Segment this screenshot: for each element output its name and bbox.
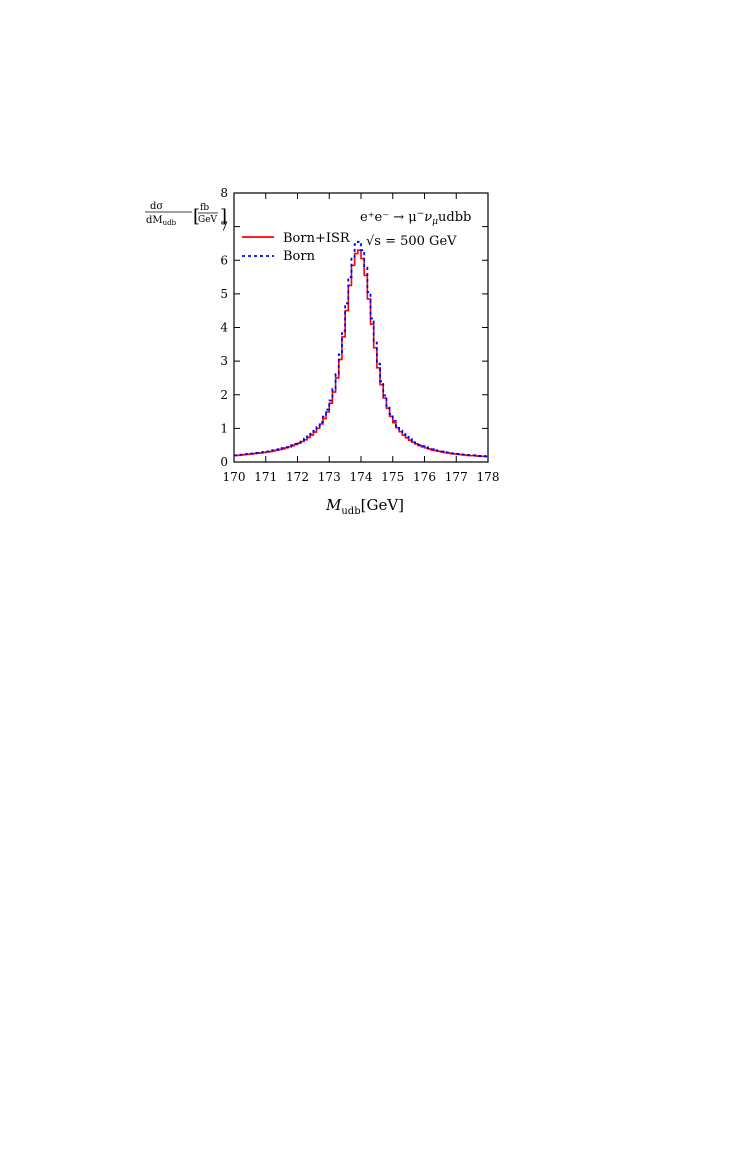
ylabel-unit-numerator: fb <box>200 203 209 213</box>
series-line-born <box>234 240 488 458</box>
x-tick-labels: 170 171 172 173 174 175 176 177 178 <box>223 470 500 484</box>
y-tick-label: 1 <box>220 421 228 435</box>
ylabel-bracket-close: ] <box>220 206 227 227</box>
legend-label-born-isr: Born+ISR <box>283 231 351 246</box>
y-tick-labels: 0 1 2 3 4 5 6 7 8 <box>220 186 228 469</box>
x-tick-label: 173 <box>318 470 341 484</box>
x-tick-label: 174 <box>350 470 373 484</box>
process-annotation: e⁺e⁻ → μ−νμudbb <box>360 209 471 227</box>
x-tick-label: 178 <box>477 470 500 484</box>
x-tick-label: 170 <box>223 470 246 484</box>
ylabel-denominator: dMudb <box>146 215 177 227</box>
y-axis-label: dσ dMudb [ fb GeV ] <box>145 201 227 227</box>
x-axis-label: Mudb[GeV] <box>325 496 404 517</box>
energy-annotation: √s = 500 GeV <box>366 234 457 249</box>
x-tick-label: 171 <box>254 470 277 484</box>
x-tick-label: 175 <box>381 470 404 484</box>
x-tick-label: 176 <box>413 470 436 484</box>
legend: Born+ISR Born <box>242 231 351 264</box>
ylabel-unit-denominator: GeV <box>198 215 218 225</box>
axis-ticks <box>233 192 489 463</box>
x-tick-label: 177 <box>445 470 468 484</box>
ylabel-numerator: dσ <box>150 201 163 212</box>
y-tick-label: 0 <box>220 455 228 469</box>
series-line-born-isr <box>234 249 488 458</box>
y-tick-label: 7 <box>220 220 228 234</box>
y-tick-label: 8 <box>220 186 228 200</box>
x-tick-label: 172 <box>286 470 309 484</box>
y-tick-label: 4 <box>220 321 228 335</box>
series-layer <box>234 240 488 458</box>
y-tick-label: 5 <box>220 287 228 301</box>
y-tick-label: 2 <box>220 388 228 402</box>
legend-label-born: Born <box>283 249 316 264</box>
y-tick-label: 6 <box>220 253 228 267</box>
y-tick-label: 3 <box>220 354 228 368</box>
ylabel-bracket-open: [ <box>193 206 200 227</box>
